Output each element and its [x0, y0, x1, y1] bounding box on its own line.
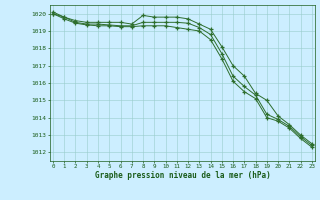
X-axis label: Graphe pression niveau de la mer (hPa): Graphe pression niveau de la mer (hPa) — [94, 171, 270, 180]
